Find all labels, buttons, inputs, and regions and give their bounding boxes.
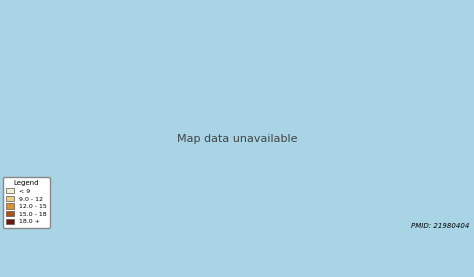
Legend: < 9, 9.0 - 12, 12.0 - 15, 15.0 - 18, 18.0 +: < 9, 9.0 - 12, 12.0 - 15, 15.0 - 18, 18.… [3, 177, 50, 227]
Text: PMID: 21980404: PMID: 21980404 [411, 223, 469, 229]
Text: Map data unavailable: Map data unavailable [177, 134, 297, 143]
